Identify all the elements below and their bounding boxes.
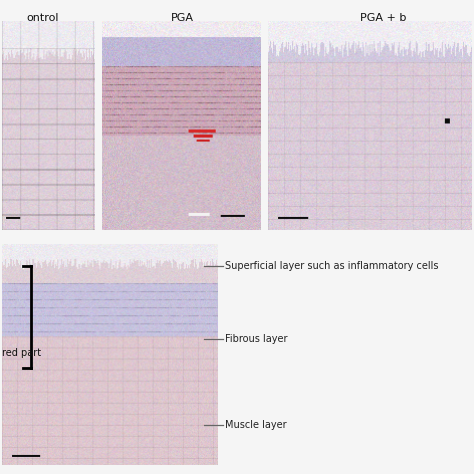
Text: Fibrous layer: Fibrous layer xyxy=(225,334,288,344)
Text: Muscle layer: Muscle layer xyxy=(225,420,287,430)
Text: Superficial layer such as inflammatory cells: Superficial layer such as inflammatory c… xyxy=(225,261,438,271)
Text: ontrol: ontrol xyxy=(26,13,59,23)
Text: PGA: PGA xyxy=(171,13,194,23)
Text: red part: red part xyxy=(2,348,42,358)
Text: PGA + b: PGA + b xyxy=(360,13,407,23)
